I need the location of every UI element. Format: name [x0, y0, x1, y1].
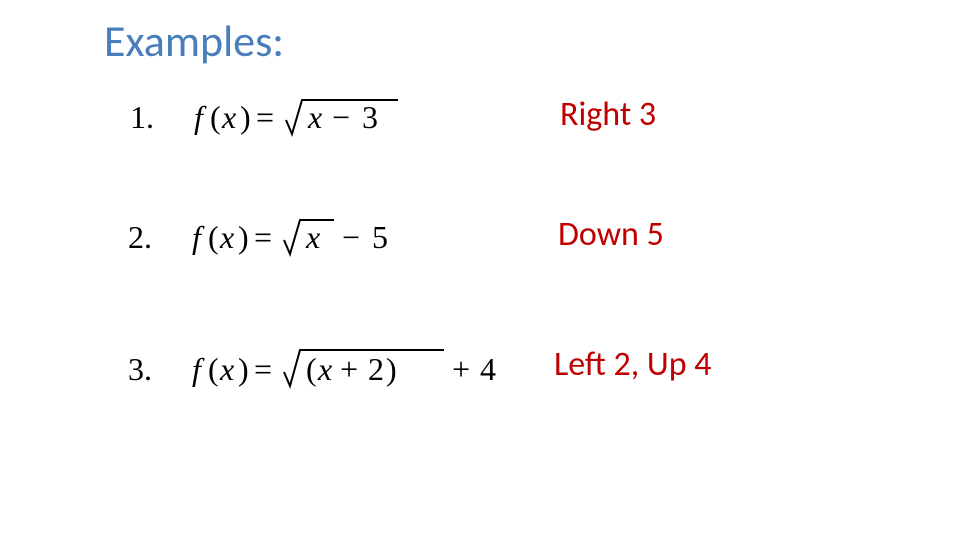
svg-text:f: f: [192, 219, 205, 255]
svg-text:(: (: [208, 219, 219, 255]
svg-text:x: x: [317, 351, 332, 387]
slide-title: Examples:: [104, 14, 284, 68]
formula-2: 2.f(x)=x−5: [128, 210, 448, 266]
svg-text:3.: 3.: [128, 351, 152, 387]
svg-text:): ): [386, 351, 397, 387]
svg-text:2.: 2.: [128, 219, 152, 255]
slide: Examples: 1.f(x)=x−3 Right 3 2.f(x)=x−5 …: [0, 0, 960, 540]
svg-text:f: f: [194, 99, 207, 135]
svg-text:+: +: [452, 351, 470, 387]
example-row-1: 1.f(x)=x−3: [130, 90, 450, 146]
svg-text:(: (: [208, 351, 219, 387]
answer-2: Down 5: [558, 214, 664, 255]
svg-text:=: =: [254, 219, 272, 255]
example-row-2: 2.f(x)=x−5: [128, 210, 448, 266]
example-row-3: 3.f(x)=(x+2)+4: [128, 340, 528, 400]
svg-text:5: 5: [372, 219, 388, 255]
svg-text:x: x: [221, 99, 236, 135]
svg-text:=: =: [254, 351, 272, 387]
formula-1: 1.f(x)=x−3: [130, 90, 450, 146]
svg-text:x: x: [307, 99, 322, 135]
svg-text:4: 4: [480, 351, 496, 387]
answer-3: Left 2, Up 4: [554, 344, 712, 385]
svg-text:+: +: [340, 351, 358, 387]
svg-text:x: x: [305, 219, 320, 255]
svg-text:=: =: [256, 99, 274, 135]
svg-text:−: −: [342, 219, 360, 255]
svg-text:): ): [238, 219, 249, 255]
svg-text:): ): [240, 99, 251, 135]
formula-3: 3.f(x)=(x+2)+4: [128, 340, 528, 400]
svg-text:−: −: [332, 99, 350, 135]
answer-1: Right 3: [560, 94, 656, 135]
svg-text:(: (: [210, 99, 221, 135]
svg-text:2: 2: [368, 351, 384, 387]
svg-text:(: (: [306, 351, 317, 387]
svg-text:x: x: [219, 351, 234, 387]
svg-text:): ): [238, 351, 249, 387]
svg-text:f: f: [192, 351, 205, 387]
svg-text:3: 3: [362, 99, 378, 135]
svg-text:1.: 1.: [130, 99, 154, 135]
svg-text:x: x: [219, 219, 234, 255]
